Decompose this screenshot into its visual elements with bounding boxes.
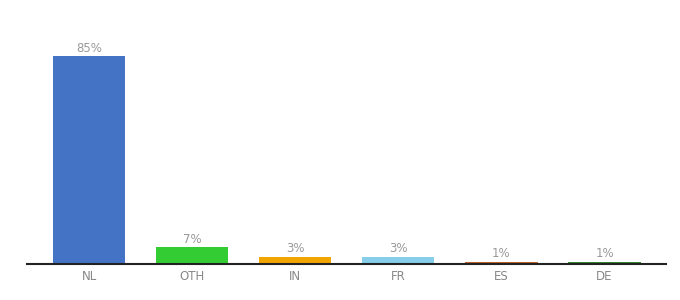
Text: 3%: 3%	[389, 242, 407, 255]
Bar	[465, 262, 537, 264]
Text: 3%: 3%	[286, 242, 305, 255]
Text: 7%: 7%	[183, 232, 201, 246]
Text: 1%: 1%	[492, 247, 511, 260]
Text: 85%: 85%	[76, 42, 102, 55]
Bar	[362, 257, 435, 264]
Bar	[568, 262, 641, 264]
Bar	[53, 56, 125, 264]
Bar	[259, 257, 331, 264]
Text: 1%: 1%	[595, 247, 614, 260]
Bar	[156, 247, 228, 264]
